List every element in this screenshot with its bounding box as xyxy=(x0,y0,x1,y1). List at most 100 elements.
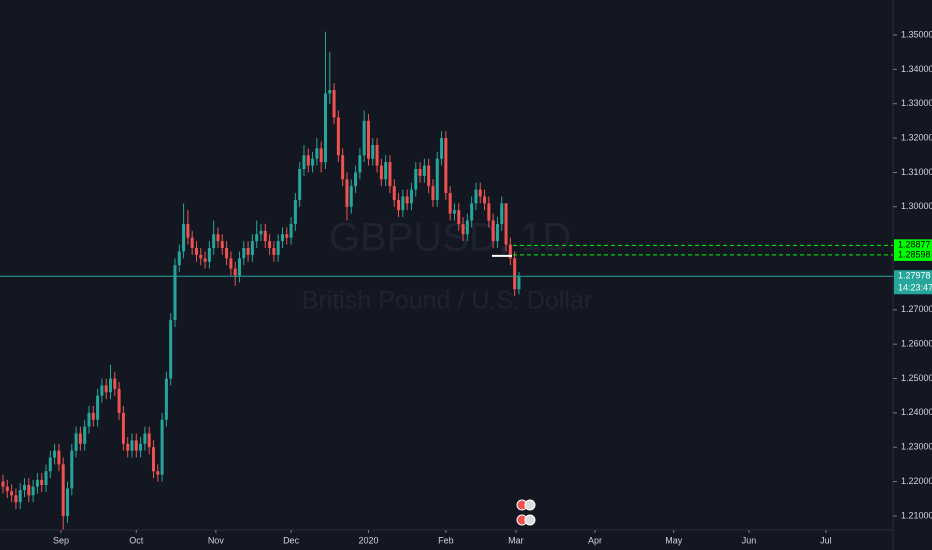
candle-body xyxy=(233,268,237,276)
candle-body xyxy=(366,120,370,159)
candle-body xyxy=(487,203,491,221)
candle-body xyxy=(431,186,435,200)
x-tick-label: Apr xyxy=(588,535,602,545)
candle-body xyxy=(57,450,61,465)
candle-body xyxy=(100,385,104,396)
candle-body xyxy=(478,189,482,197)
candle-body xyxy=(401,196,405,211)
candle-body xyxy=(435,158,439,200)
x-tick-label: Sep xyxy=(53,535,69,545)
candle-body xyxy=(130,440,134,451)
candle-body xyxy=(268,241,272,248)
x-tick-label: Dec xyxy=(283,535,300,545)
candle-body xyxy=(465,220,469,235)
candle-body xyxy=(255,234,259,242)
x-tick-label: Nov xyxy=(208,535,225,545)
candle-body xyxy=(345,179,349,207)
candle-body xyxy=(27,485,31,496)
candle-body xyxy=(83,426,87,444)
y-tick-label: 1.33000 xyxy=(901,98,932,108)
candle-body xyxy=(121,412,125,444)
candle-body xyxy=(263,230,267,242)
candle-body xyxy=(500,203,504,224)
candle-body xyxy=(302,155,306,169)
candle-body xyxy=(48,457,52,472)
candle-body xyxy=(143,433,147,444)
y-tick-label: 1.24000 xyxy=(901,407,932,417)
candle-body xyxy=(169,320,173,379)
candle-body xyxy=(349,186,353,207)
candle-body xyxy=(461,223,465,235)
y-tick-label: 1.25000 xyxy=(901,373,932,383)
candle-body xyxy=(31,486,35,496)
candle-body xyxy=(354,172,358,187)
y-tick-label: 1.30000 xyxy=(901,201,932,211)
candle-body xyxy=(35,479,39,487)
candle-body xyxy=(108,378,113,393)
candle-body xyxy=(139,443,143,451)
candle-body xyxy=(220,241,224,248)
x-tick-label: Jun xyxy=(742,535,757,545)
candle-body xyxy=(117,388,121,413)
candle-body xyxy=(70,450,74,489)
y-tick-label: 1.23000 xyxy=(901,442,932,452)
candle-body xyxy=(250,241,254,255)
candle-body xyxy=(259,230,263,235)
candle-body xyxy=(164,378,168,420)
x-tick-label: May xyxy=(665,535,683,545)
candle-body xyxy=(96,395,100,420)
candle-body xyxy=(409,189,413,204)
candle-body xyxy=(1,481,5,487)
candle-body xyxy=(207,247,211,262)
candle-body xyxy=(388,162,392,187)
candle-body xyxy=(289,223,293,238)
candle-body xyxy=(319,148,323,163)
candle-body xyxy=(379,165,383,180)
candle-body xyxy=(44,471,48,486)
level-label: 1.28598 xyxy=(898,249,931,259)
candle-body xyxy=(74,433,78,451)
candle-body xyxy=(113,378,117,389)
candle-body xyxy=(444,138,448,194)
candle-body xyxy=(194,247,198,255)
candle-body xyxy=(78,433,82,444)
candle-body xyxy=(61,464,65,516)
candle-body xyxy=(91,412,95,420)
candle-body xyxy=(23,485,27,491)
level-label: 1.28877 xyxy=(898,240,931,250)
candle-body xyxy=(384,162,388,180)
watermark-subtitle: British Pound / U.S. Dollar xyxy=(302,287,592,315)
x-tick-label: Feb xyxy=(438,535,454,545)
candle-body xyxy=(457,210,461,224)
candle-body xyxy=(293,199,297,224)
candle-body xyxy=(513,258,517,290)
y-tick-label: 1.21000 xyxy=(901,510,932,520)
level-label-bg xyxy=(894,248,932,261)
watermark-title: GBPUSD, 1D xyxy=(329,216,571,260)
y-tick-label: 1.31000 xyxy=(901,167,932,177)
candle-body xyxy=(483,196,487,204)
candle-body xyxy=(104,385,108,393)
candle-body xyxy=(392,186,396,200)
candle-body xyxy=(134,440,138,451)
candle-body xyxy=(397,199,401,211)
candle-body xyxy=(203,258,207,262)
candle-body xyxy=(14,495,18,503)
candle-body xyxy=(160,419,164,475)
candle-body xyxy=(237,258,241,276)
candle-body xyxy=(18,490,22,503)
y-tick-label: 1.35000 xyxy=(901,29,932,39)
candle-body xyxy=(298,168,302,200)
candle-body xyxy=(336,117,340,156)
candle-body xyxy=(276,241,280,255)
candle-body xyxy=(422,165,426,176)
y-tick-label: 1.34000 xyxy=(901,64,932,74)
candle-body xyxy=(87,412,91,427)
candle-body xyxy=(156,471,160,475)
candle-body xyxy=(212,234,216,248)
candle-body xyxy=(470,203,474,221)
candle-body xyxy=(452,210,456,214)
candle-body xyxy=(517,276,521,290)
candle-body xyxy=(448,193,452,214)
y-tick-label: 1.26000 xyxy=(901,339,932,349)
